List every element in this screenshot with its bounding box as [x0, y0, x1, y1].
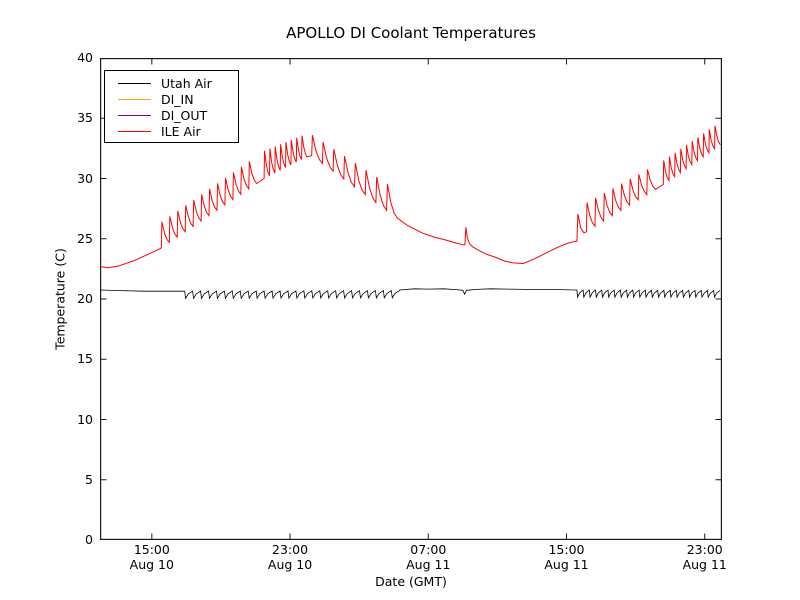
legend-entry: DI_IN	[105, 91, 238, 107]
chart-title: APOLLO DI Coolant Temperatures	[286, 24, 536, 42]
legend-entry: DI_OUT	[105, 107, 238, 123]
y-tick-label: 35	[77, 110, 93, 126]
x-tick-date: Aug 11	[682, 556, 727, 572]
legend-entry: Utah Air	[105, 75, 238, 91]
legend-label: DI_OUT	[161, 107, 208, 123]
legend-line-swatch	[118, 130, 151, 132]
x-tick-date: Aug 10	[267, 556, 313, 572]
x-tick-time: 15:00	[548, 542, 585, 557]
legend-line-swatch	[118, 98, 151, 100]
x-tick-date: Aug 11	[544, 556, 589, 572]
y-tick-label: 40	[77, 50, 93, 65]
x-tick-date: Aug 11	[406, 556, 451, 572]
series-ile-air	[100, 125, 721, 269]
legend-line-swatch	[118, 114, 151, 116]
x-tick-time: 23:00	[272, 542, 309, 557]
x-tick-time: 07:00	[410, 542, 447, 557]
x-tick-label: 07:00 Aug 11	[383, 542, 473, 572]
x-tick-label: 15:00 Aug 11	[522, 542, 612, 572]
x-tick-time: 23:00	[686, 542, 723, 557]
plot-area	[100, 58, 722, 540]
legend-label: ILE Air	[161, 123, 201, 139]
y-tick-label: 30	[77, 170, 93, 186]
x-tick-label: 23:00 Aug 11	[660, 542, 750, 572]
y-tick-label: 0	[85, 532, 93, 547]
legend: Utah Air DI_IN DI_OUT ILE Air	[104, 70, 239, 143]
x-tick-label: 23:00 Aug 10	[245, 542, 335, 572]
x-tick-date: Aug 10	[129, 556, 174, 572]
x-tick-time: 15:00	[133, 542, 170, 557]
legend-label: DI_IN	[161, 91, 194, 107]
series-utah-air	[100, 288, 721, 300]
axes-frame	[100, 58, 722, 540]
legend-line-swatch	[118, 82, 151, 84]
legend-entry: ILE Air	[105, 123, 238, 139]
y-tick-label: 10	[77, 411, 93, 427]
y-tick-label: 5	[85, 471, 93, 487]
y-tick-label: 15	[77, 351, 93, 367]
legend-label: Utah Air	[161, 75, 212, 91]
y-tick-label: 20	[77, 291, 93, 306]
x-axis-label: Date (GMT)	[375, 574, 447, 589]
x-tick-label: 15:00 Aug 10	[107, 542, 197, 572]
y-tick-label: 25	[77, 230, 93, 246]
